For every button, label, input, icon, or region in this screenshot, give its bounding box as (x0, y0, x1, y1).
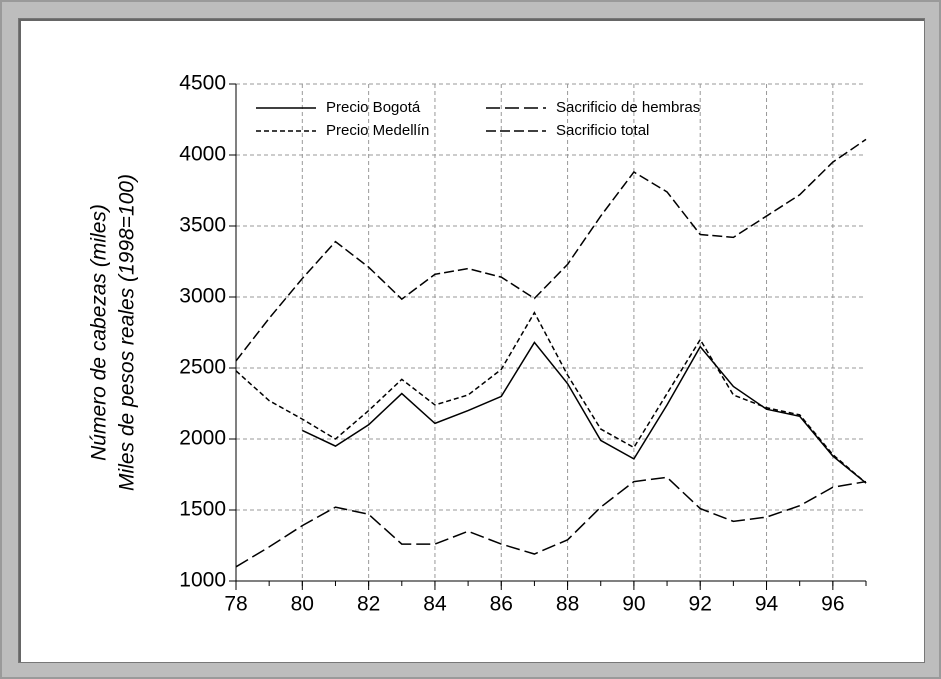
x-tick-label: 96 (821, 593, 844, 616)
series-line (235, 476, 867, 568)
y-tick-label: 4000 (179, 143, 226, 166)
x-tick-label: 86 (490, 593, 513, 616)
y-axis-label: Número de cabezas (miles) (88, 204, 111, 461)
x-tick-label: 84 (423, 593, 447, 616)
x-tick-label: 82 (357, 593, 380, 616)
x-tick-label: 92 (689, 593, 712, 616)
x-tick-label: 80 (291, 593, 314, 616)
y-tick-label: 4500 (179, 72, 226, 95)
x-tick-label: 90 (622, 593, 645, 616)
legend-label: Sacrificio total (556, 122, 649, 139)
y-tick-label: 1000 (179, 569, 226, 592)
panel (18, 18, 925, 663)
y-tick-label: 3000 (179, 285, 226, 308)
y-axis-label: Miles de pesos reales (1998=100) (116, 174, 139, 491)
legend-label: Precio Bogotá (326, 99, 421, 116)
series-line (301, 341, 867, 484)
y-tick-label: 2000 (179, 427, 226, 450)
y-tick-label: 3500 (179, 214, 226, 237)
y-tick-label: 2500 (179, 356, 226, 379)
x-tick-label: 78 (224, 593, 247, 616)
legend-label: Precio Medellín (326, 122, 429, 139)
series-line (235, 138, 867, 362)
series-line (235, 311, 867, 484)
x-tick-label: 94 (755, 593, 779, 616)
y-tick-label: 1500 (179, 498, 226, 521)
x-tick-label: 88 (556, 593, 579, 616)
legend-label: Sacrificio de hembras (556, 99, 700, 116)
